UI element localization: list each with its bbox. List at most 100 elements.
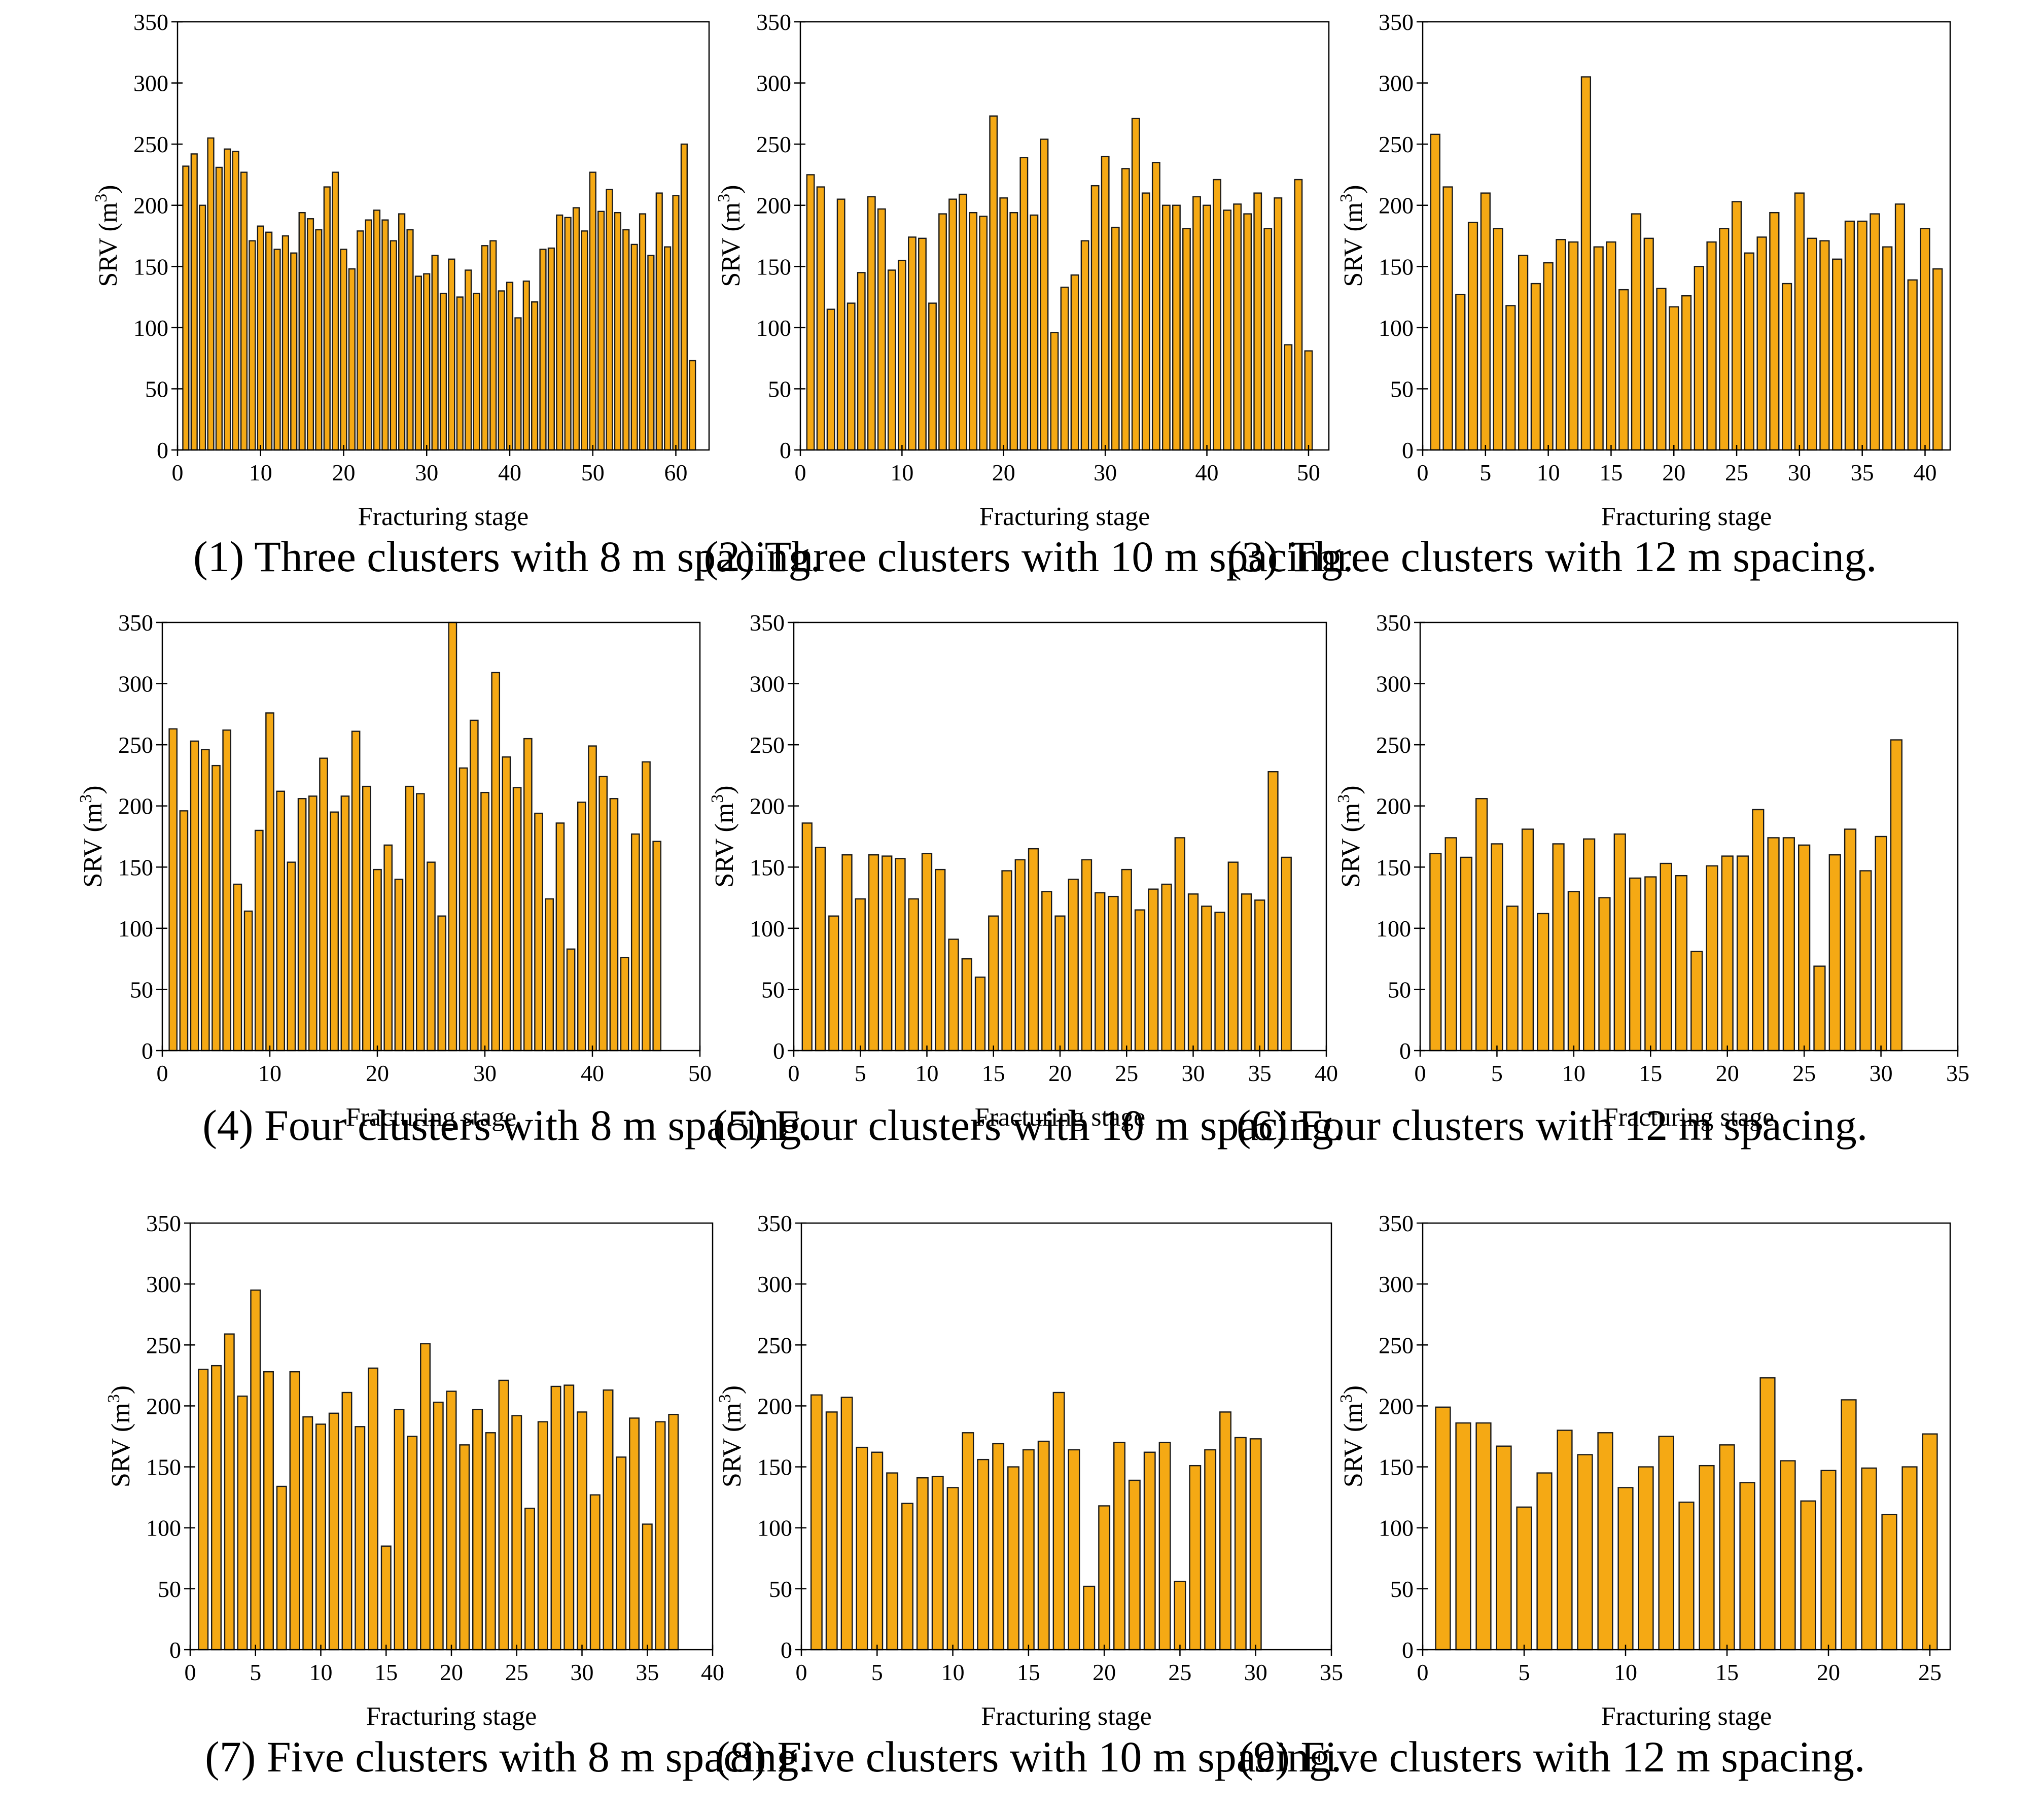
bar xyxy=(1782,837,1795,1052)
bar xyxy=(1844,220,1855,451)
bar xyxy=(1083,1585,1096,1651)
x-axis-label: Fracturing stage xyxy=(346,1103,516,1132)
bar xyxy=(1143,1451,1156,1651)
bar xyxy=(639,213,647,451)
bar xyxy=(564,217,572,451)
bar xyxy=(362,785,371,1052)
bar xyxy=(523,738,533,1052)
bar xyxy=(1475,798,1488,1052)
bar xyxy=(1505,305,1516,451)
x-tick-label: 35 xyxy=(636,1659,659,1685)
bar xyxy=(459,767,468,1052)
bar xyxy=(897,260,906,451)
x-axis-label: Fracturing stage xyxy=(981,1702,1151,1731)
chart-panel-9: 0 50 100 150 200 250 300 350 0 5 10 15 20 25 Fracturin… xyxy=(1239,1210,1951,1781)
bar xyxy=(1617,1487,1634,1651)
bar xyxy=(472,1409,483,1651)
bar xyxy=(989,115,998,451)
y-tick-label: 250 xyxy=(1379,131,1414,157)
bar xyxy=(1832,258,1843,451)
bar xyxy=(1894,203,1906,451)
bar xyxy=(1756,236,1767,451)
x-tick-label: 30 xyxy=(473,1060,497,1086)
x-tick-label: 0 xyxy=(185,1659,196,1685)
y-tick-label: 350 xyxy=(133,9,168,35)
bar xyxy=(629,1417,640,1651)
bar xyxy=(887,269,896,451)
plot-frame xyxy=(1422,1222,1951,1651)
x-tick-label: 25 xyxy=(1725,460,1748,485)
x-tick-label: 35 xyxy=(1248,1060,1272,1086)
x-tick-label: 15 xyxy=(982,1060,1005,1086)
bar xyxy=(577,1411,587,1651)
bar xyxy=(589,1494,601,1651)
bar xyxy=(841,854,853,1052)
bar xyxy=(1214,912,1225,1052)
y-axis-label: SRV (m3) xyxy=(104,1385,135,1487)
bar xyxy=(1113,1442,1125,1651)
y-tick-label: 250 xyxy=(133,131,168,157)
bar xyxy=(647,255,655,451)
bar xyxy=(332,171,339,451)
chart-caption: (4) Four clusters with 8 m spacing. xyxy=(202,1101,812,1150)
chart-panel-1: 0 50 100 150 200 250 300 350 0 10 20 30 40 50 60 Fractu… xyxy=(92,9,821,581)
x-tick-label: 10 xyxy=(1537,460,1560,485)
x-tick-label: 40 xyxy=(498,460,521,485)
bar xyxy=(1253,192,1262,451)
x-tick-label: 20 xyxy=(1662,460,1685,485)
bar xyxy=(1095,892,1106,1052)
x-tick-label: 20 xyxy=(1716,1060,1739,1086)
x-axis-label: Fracturing stage xyxy=(1601,502,1772,531)
bar xyxy=(539,249,547,451)
bar xyxy=(249,240,256,451)
chart-caption: (3) Three clusters with 12 m spacing. xyxy=(1227,532,1877,581)
bar xyxy=(498,290,505,451)
bar xyxy=(1557,1430,1573,1651)
bar xyxy=(1739,1482,1755,1651)
bar xyxy=(1041,891,1052,1052)
x-tick-label: 5 xyxy=(250,1659,261,1685)
bar xyxy=(1690,951,1703,1052)
y-tick-label: 200 xyxy=(757,1393,792,1419)
bar xyxy=(1052,1391,1065,1651)
bar xyxy=(297,798,307,1052)
bar xyxy=(1643,237,1654,451)
chart-caption: (7) Five clusters with 8 m spacing. xyxy=(205,1732,809,1781)
bar xyxy=(485,1432,496,1651)
y-tick-label: 200 xyxy=(756,193,791,219)
bar xyxy=(1050,332,1059,451)
bar xyxy=(212,764,221,1052)
bar xyxy=(1638,1466,1654,1651)
x-tick-label: 20 xyxy=(332,460,356,485)
bar xyxy=(168,728,178,1052)
bar xyxy=(257,225,264,451)
x-tick-label: 5 xyxy=(871,1659,883,1685)
x-axis-label: Fracturing stage xyxy=(1601,1702,1772,1731)
plot-frame xyxy=(1419,621,1959,1052)
bar xyxy=(351,730,361,1052)
bar xyxy=(1744,252,1754,451)
y-tick-label: 250 xyxy=(1379,1332,1414,1358)
bar xyxy=(664,246,672,451)
bar xyxy=(368,1367,378,1651)
bar xyxy=(302,1416,313,1651)
bar xyxy=(1543,262,1554,451)
bar xyxy=(383,844,393,1052)
bar xyxy=(815,847,826,1052)
bar xyxy=(1174,837,1185,1052)
y-axis-label: SRV (m3) xyxy=(708,785,739,887)
bar xyxy=(1819,240,1830,451)
bar xyxy=(265,712,274,1052)
bar xyxy=(433,1402,444,1651)
x-tick-label: 40 xyxy=(1315,1060,1338,1086)
bar xyxy=(1444,837,1457,1052)
bar xyxy=(1174,1581,1186,1651)
bar xyxy=(918,237,927,451)
bar xyxy=(1870,213,1880,451)
bar xyxy=(1759,1377,1776,1651)
bar xyxy=(828,915,839,1052)
x-tick-label: 30 xyxy=(1094,460,1117,485)
x-tick-label: 35 xyxy=(1851,460,1874,485)
bar xyxy=(1435,1406,1451,1651)
x-tick-label: 20 xyxy=(1048,1060,1072,1086)
